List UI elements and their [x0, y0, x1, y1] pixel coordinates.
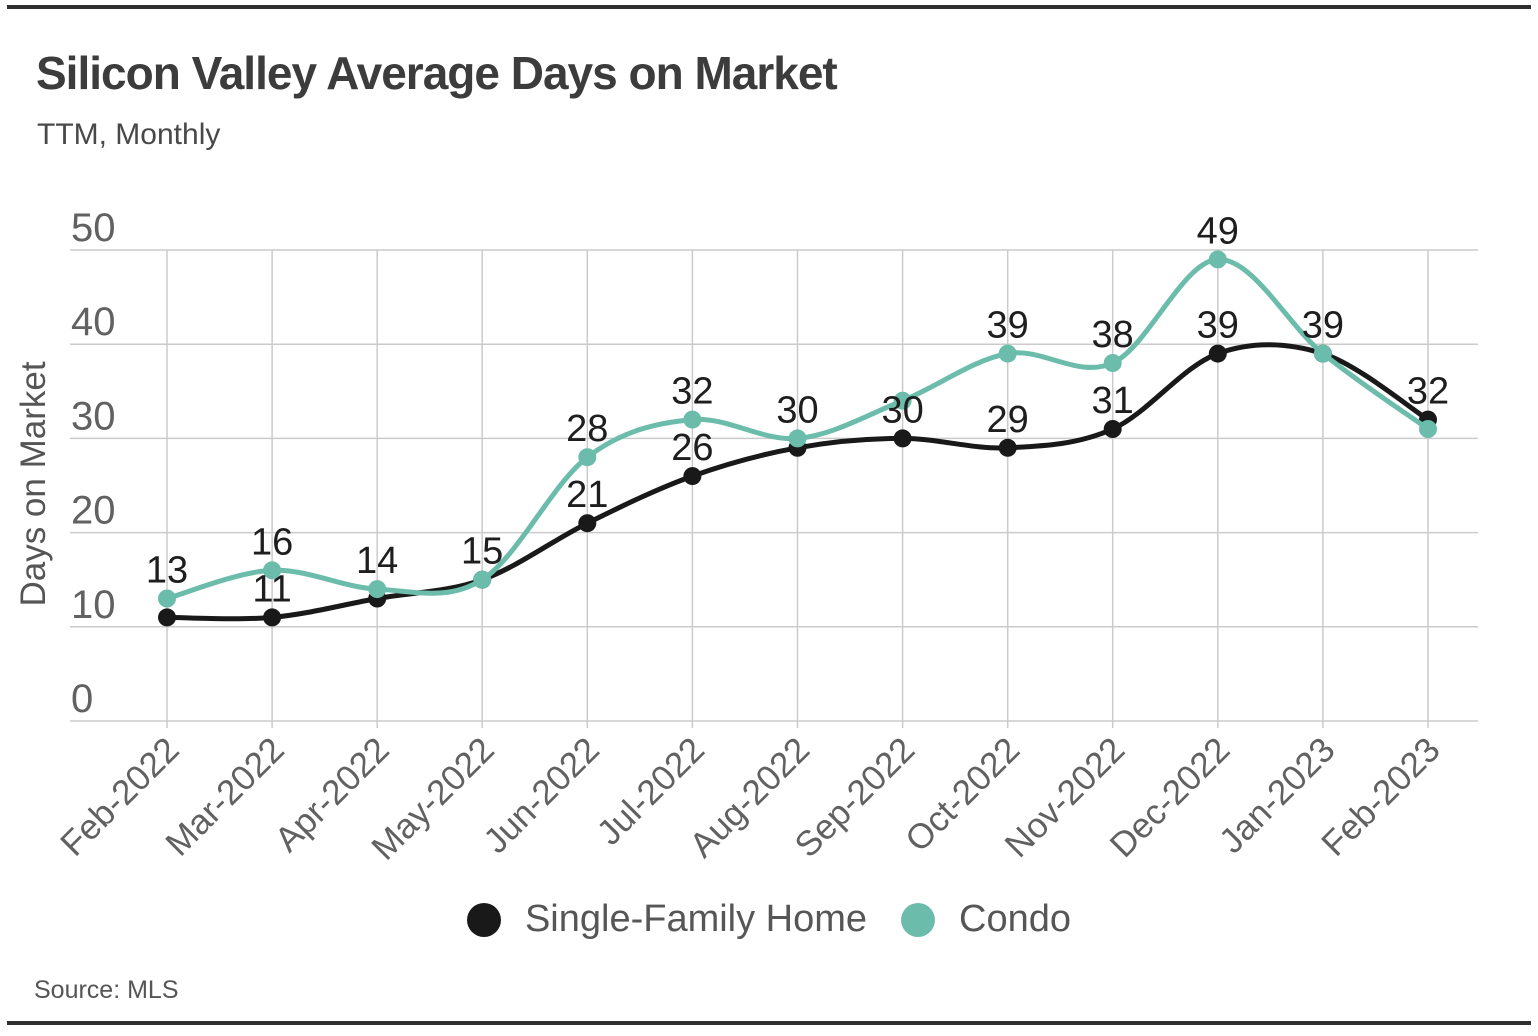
x-tick-label: Jun-2022: [476, 730, 607, 861]
legend-label: Condo: [959, 898, 1072, 940]
data-label: 32: [671, 371, 713, 413]
data-point-condo-jun-2022: [578, 448, 597, 467]
data-point-condo-sep-2022: [893, 391, 912, 410]
data-point-single-family-home-sep-2022: [893, 429, 912, 448]
data-point-single-family-home-jun-2022: [578, 514, 597, 533]
data-label: 32: [1407, 371, 1449, 413]
condo-legend-marker-icon: [901, 902, 936, 937]
data-point-single-family-home-feb-2022: [158, 608, 176, 627]
data-point-condo-feb-2023: [1419, 420, 1437, 438]
y-tick-label: 10: [71, 583, 116, 627]
data-label: 15: [461, 531, 503, 573]
data-point-condo-dec-2022: [1208, 250, 1227, 269]
data-label: 14: [356, 540, 398, 582]
y-tick-label: 40: [71, 300, 116, 344]
y-tick-label: 30: [71, 394, 116, 438]
y-axis-title: Days on Market: [14, 361, 53, 606]
data-point-condo-jul-2022: [683, 410, 702, 429]
data-label: 30: [776, 389, 818, 431]
single-family-home-legend-marker-icon: [466, 902, 501, 937]
bottom-border-rule: [7, 1021, 1531, 1025]
data-point-single-family-home-nov-2022: [1103, 420, 1122, 438]
data-label: 49: [1197, 210, 1239, 252]
data-point-condo-may-2022: [473, 570, 492, 589]
data-label: 28: [566, 408, 608, 450]
y-tick-label: 0: [71, 677, 93, 721]
data-label: 11: [252, 568, 291, 610]
chart-legend: Single-Family Home Condo: [0, 898, 1538, 941]
y-tick-label: 20: [71, 489, 116, 533]
data-label: 30: [881, 389, 923, 431]
data-point-single-family-home-jul-2022: [683, 467, 702, 486]
data-label: 39: [987, 305, 1029, 347]
data-label: 31: [1092, 380, 1134, 422]
data-point-single-family-home-mar-2022: [263, 608, 282, 627]
data-label: 39: [1197, 305, 1239, 347]
top-border-rule: [7, 5, 1531, 9]
data-point-condo-apr-2022: [368, 580, 387, 599]
data-point-condo-oct-2022: [998, 344, 1017, 363]
data-point-condo-nov-2022: [1103, 354, 1122, 372]
y-tick-label: 50: [71, 206, 116, 250]
data-point-condo-feb-2022: [158, 589, 176, 608]
legend-item-single-family-home: Single-Family Home: [466, 898, 868, 941]
data-label: 29: [987, 399, 1029, 441]
data-label: 21: [566, 474, 608, 516]
chart-title: Silicon Valley Average Days on Market: [36, 47, 838, 99]
data-point-condo-mar-2022: [263, 561, 282, 580]
data-label: 26: [671, 427, 713, 469]
legend-label: Single-Family Home: [524, 898, 868, 940]
data-point-single-family-home-dec-2022: [1208, 344, 1227, 363]
data-label: 16: [251, 521, 293, 563]
chart-subtitle: TTM, Monthly: [37, 118, 221, 151]
data-point-single-family-home-oct-2022: [998, 438, 1017, 457]
data-point-condo-jan-2023: [1313, 344, 1332, 363]
data-label: 38: [1092, 314, 1134, 356]
source-note: Source: MLS: [34, 976, 179, 1004]
data-label: 39: [1302, 305, 1344, 347]
legend-item-condo: Condo: [901, 898, 1071, 941]
data-label: 13: [146, 550, 188, 592]
data-point-condo-aug-2022: [788, 429, 807, 448]
